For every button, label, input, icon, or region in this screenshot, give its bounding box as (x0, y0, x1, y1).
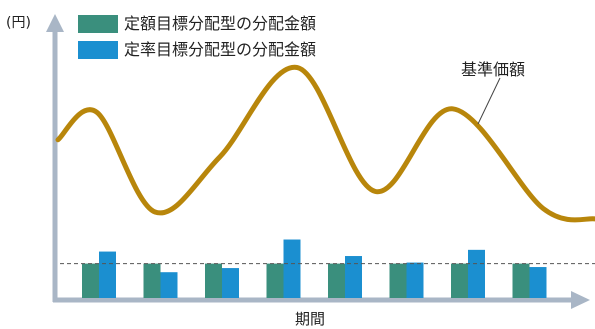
y-axis-label: (円) (6, 15, 31, 31)
legend-label-rate: 定率目標分配型の分配金額 (124, 40, 317, 59)
bar-rate-2 (160, 272, 178, 298)
legend-item-rate: 定率目標分配型の分配金額 (78, 38, 378, 62)
reference-price-curve (55, 65, 595, 223)
bar-fixed-8 (512, 263, 530, 298)
bar-rate-5 (345, 256, 362, 298)
x-axis-arrow-icon (571, 291, 590, 309)
curve-label: 基準価額 (461, 60, 526, 79)
bar-fixed-1 (82, 263, 99, 298)
legend: 定額目標分配型の分配金額 定率目標分配型の分配金額 (78, 12, 378, 64)
legend-swatch-rate (78, 41, 118, 59)
bar-fixed-6 (389, 263, 407, 298)
legend-swatch-fixed (78, 15, 118, 33)
curve-label-leader (477, 77, 501, 125)
y-axis-arrow-icon (46, 14, 64, 32)
bar-fixed-7 (451, 263, 468, 298)
legend-item-fixed: 定額目標分配型の分配金額 (78, 12, 378, 36)
x-axis-label: 期間 (295, 310, 326, 328)
bar-rate-1 (99, 251, 116, 298)
legend-label-fixed: 定額目標分配型の分配金額 (124, 14, 317, 33)
bar-rate-8 (529, 267, 547, 298)
axes (46, 14, 590, 309)
bar-rate-6 (406, 262, 424, 298)
bar-fixed-4 (266, 263, 284, 298)
bar-fixed-3 (205, 263, 222, 298)
bar-fixed-2 (143, 263, 161, 298)
bar-rate-3 (222, 268, 239, 298)
bars-group (82, 239, 547, 298)
bar-rate-7 (468, 249, 485, 298)
bar-fixed-5 (328, 263, 345, 298)
bar-rate-4 (283, 239, 301, 298)
